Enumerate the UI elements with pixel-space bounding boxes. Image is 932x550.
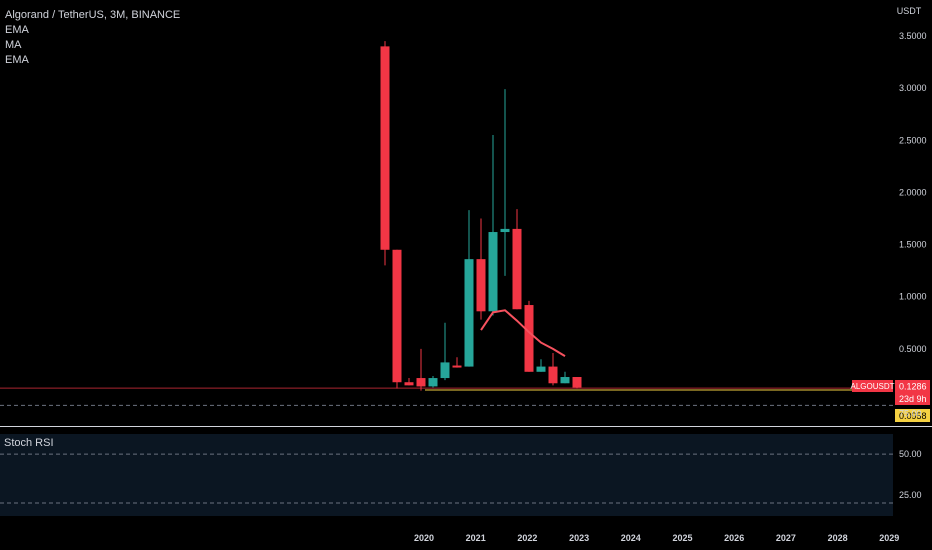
stoch-pane-background xyxy=(0,434,893,516)
time-axis-tick: 2029 xyxy=(879,533,899,543)
candle-body xyxy=(416,378,426,387)
price-axis-tick: 2.5000 xyxy=(899,135,927,145)
price-axis-tick: 2.0000 xyxy=(899,187,927,197)
level-badge: 0.0958 xyxy=(899,411,927,421)
candle-body xyxy=(572,377,582,388)
last-price-badge-bg xyxy=(895,380,930,392)
time-axis-tick: 2026 xyxy=(724,533,744,543)
indicator-ema-2[interactable]: EMA xyxy=(5,54,29,66)
symbol-badge-bg xyxy=(852,380,893,392)
price-axis-tick: 1.0000 xyxy=(899,292,927,302)
time-axis-tick: 2023 xyxy=(569,533,589,543)
candle-body xyxy=(536,366,546,372)
time-axis-tick: 2021 xyxy=(466,533,486,543)
symbol-badge: ALGOUSDT xyxy=(850,382,894,391)
time-axis-tick: 2027 xyxy=(776,533,796,543)
candle-body xyxy=(452,365,462,368)
stoch-axis-tick: 75.00 xyxy=(899,408,922,418)
price-axis-tick: 3.0000 xyxy=(899,83,927,93)
stoch-axis-tick: 50.00 xyxy=(899,449,922,459)
price-axis-tick: 3.5000 xyxy=(899,31,927,41)
candle-body xyxy=(464,259,474,367)
candle-body xyxy=(440,362,450,379)
candle-body xyxy=(548,366,558,384)
time-axis-tick: 2022 xyxy=(517,533,537,543)
stoch-rsi-title[interactable]: Stoch RSI xyxy=(4,437,54,449)
candle-body xyxy=(476,259,486,312)
indicator-ema-1[interactable]: EMA xyxy=(5,24,29,36)
candle-body xyxy=(488,232,498,312)
time-axis-tick: 2020 xyxy=(414,533,434,543)
candle-body xyxy=(392,249,402,383)
candle-body xyxy=(524,305,534,372)
candle-body xyxy=(560,377,570,384)
symbol-title[interactable]: Algorand / TetherUS, 3M, BINANCE xyxy=(5,9,181,21)
ema-line xyxy=(480,309,566,358)
last-price-badge: 0.1286 xyxy=(899,382,927,392)
candle-body xyxy=(500,228,510,233)
countdown-badge: 23d 9h xyxy=(899,394,927,404)
candle-body xyxy=(404,382,414,386)
time-axis-tick: 2025 xyxy=(672,533,692,543)
price-axis-tick: 1.5000 xyxy=(899,240,927,250)
price-axis-tick: 0.5000 xyxy=(899,344,927,354)
candle-body xyxy=(512,228,522,310)
chart-legend: Algorand / TetherUS, 3M, BINANCE EMA MA … xyxy=(5,8,180,68)
candle-body xyxy=(428,378,438,387)
time-axis-tick: 2028 xyxy=(828,533,848,543)
candle-body xyxy=(380,46,390,250)
indicator-ma[interactable]: MA xyxy=(5,39,22,51)
time-axis-tick: 2024 xyxy=(621,533,641,543)
stoch-axis-tick: 25.00 xyxy=(899,490,922,500)
countdown-badge-bg xyxy=(895,392,930,405)
price-axis-currency: USDT xyxy=(897,6,922,16)
level-badge-bg xyxy=(895,409,930,422)
